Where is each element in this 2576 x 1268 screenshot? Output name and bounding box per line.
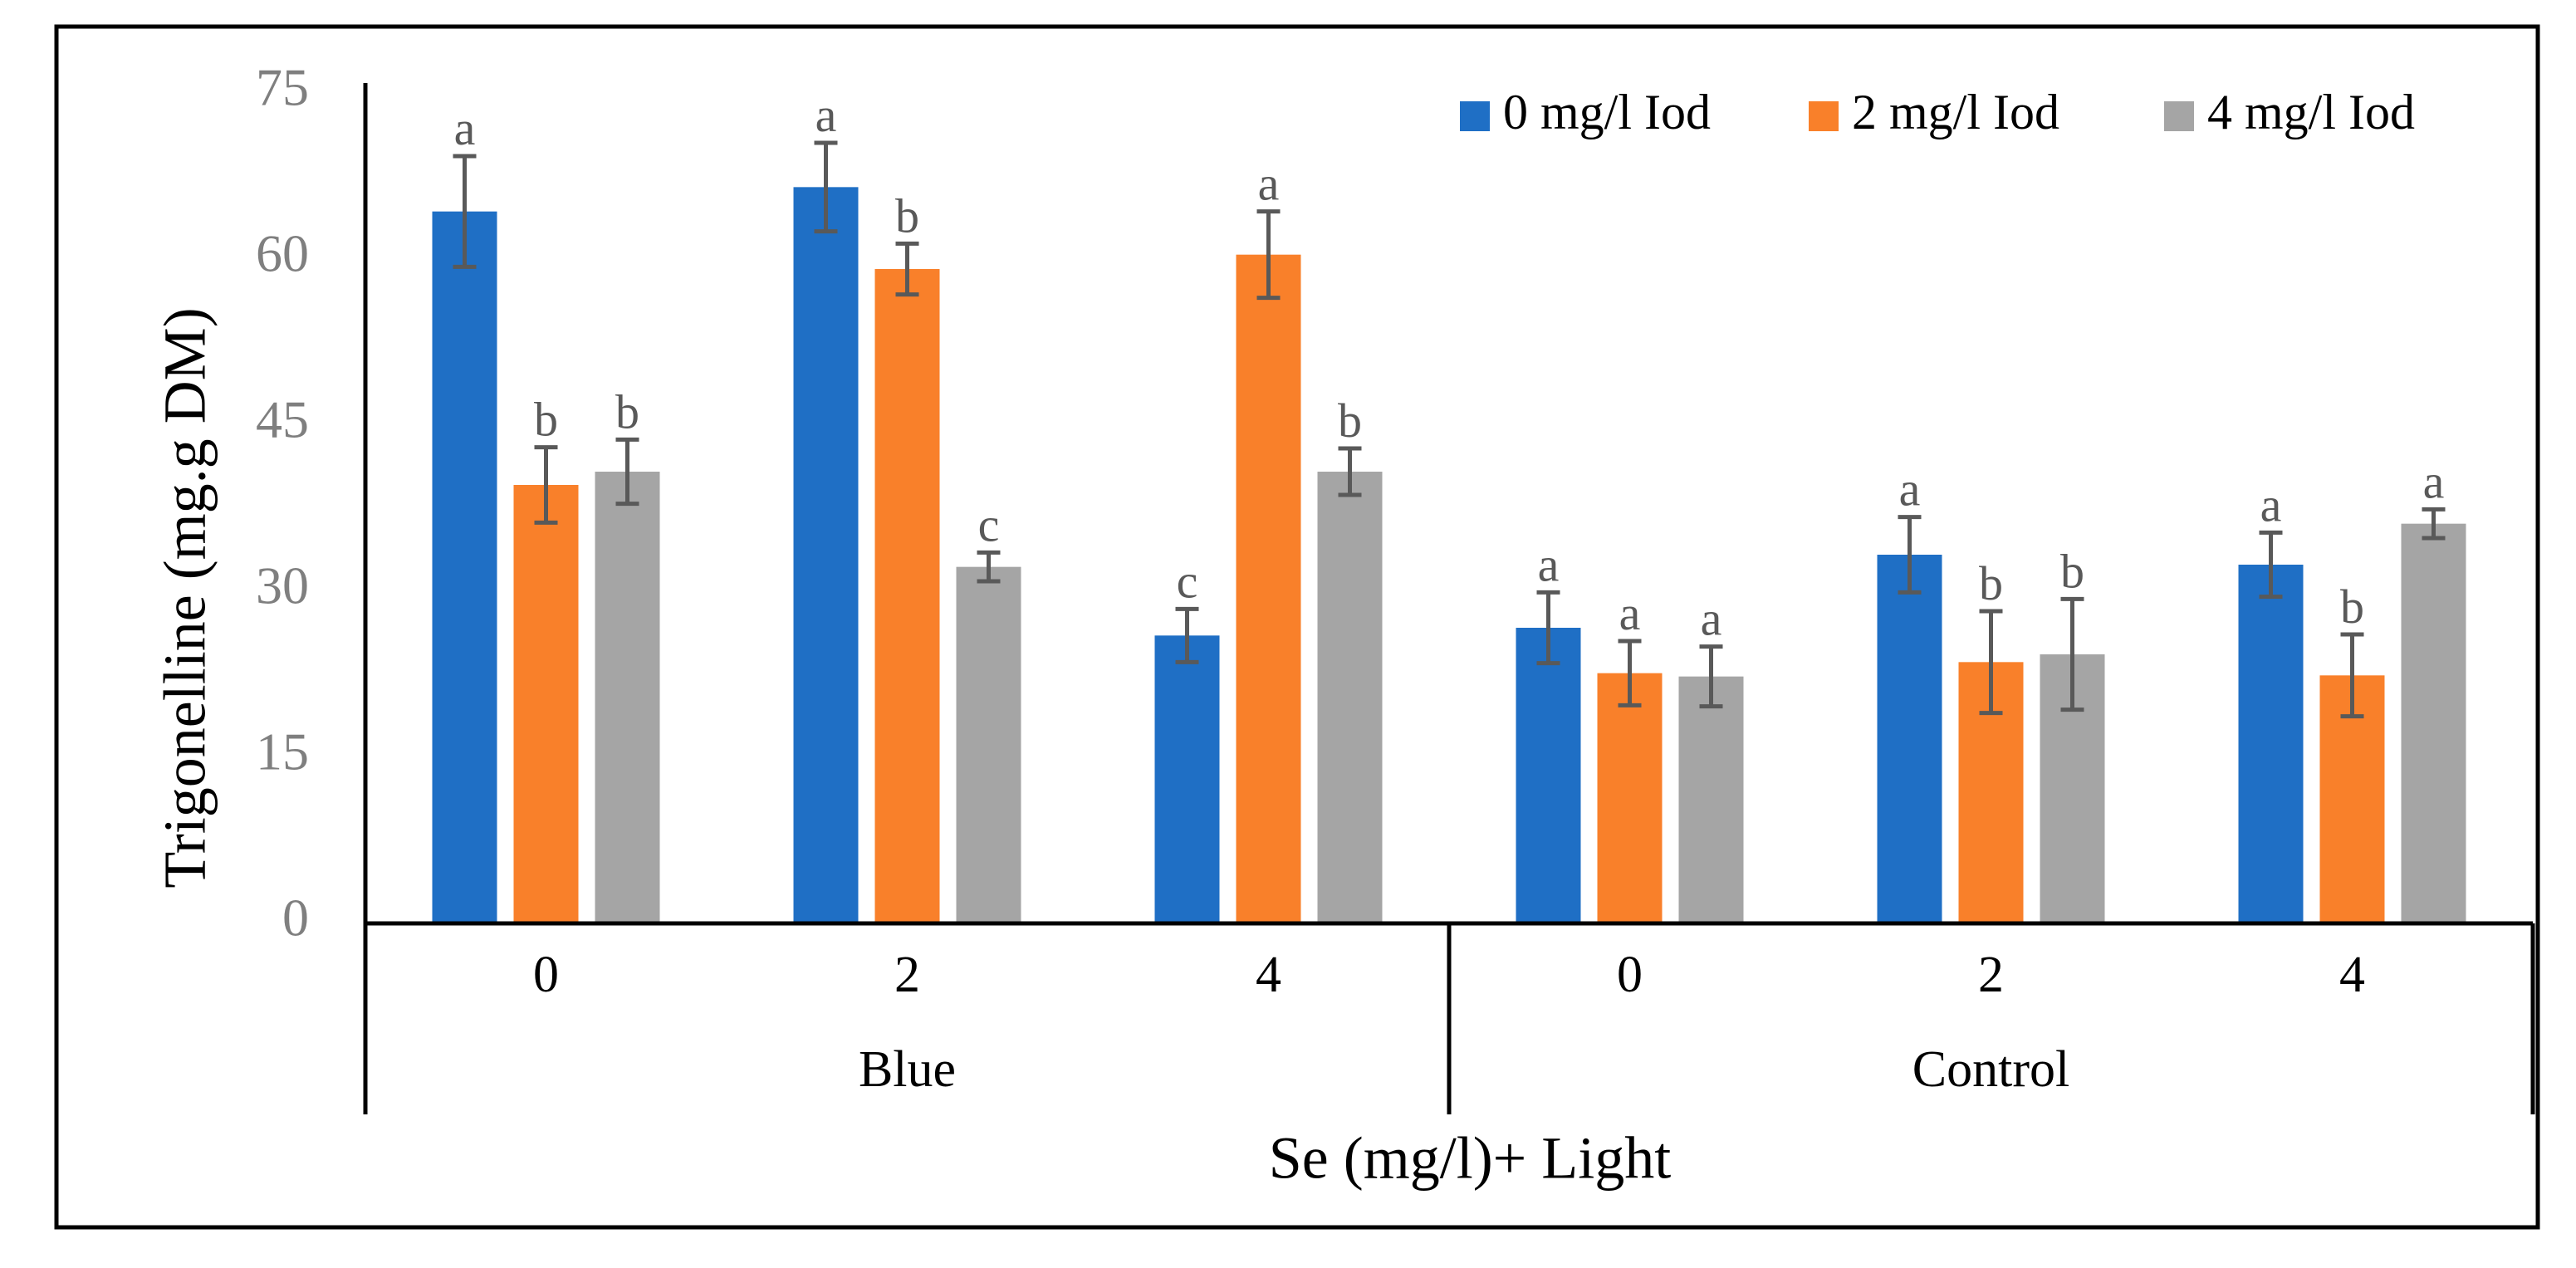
error-bar-series2-cat5	[2422, 507, 2446, 541]
significance-label-series2-cat0: b	[615, 384, 639, 438]
error-bar-series0-cat4	[1898, 515, 1922, 595]
significance-label-series1-cat3: a	[1619, 586, 1641, 640]
y-tick-label-4: 60	[256, 224, 309, 283]
significance-label-series0-cat0: a	[454, 101, 476, 155]
significance-label-series0-cat4: a	[1899, 463, 1921, 517]
bar-series1-cat0	[513, 485, 579, 923]
y-tick-label-1: 15	[256, 722, 309, 781]
significance-label-series2-cat1: c	[978, 497, 1000, 551]
bar-series1-cat1	[874, 269, 940, 923]
error-bar-series0-cat3	[1536, 590, 1560, 666]
bar-series2-cat0	[595, 472, 660, 923]
group-label-1: Control	[1912, 1041, 2069, 1098]
legend-item-1: 2 mg/l Iod	[1809, 85, 2059, 140]
error-bar-series1-cat0	[534, 445, 558, 525]
bar-series0-cat0	[432, 211, 497, 923]
error-bar-series1-cat1	[895, 241, 919, 297]
error-bar-series2-cat0	[615, 437, 639, 507]
x-tick-label-3: 0	[1617, 947, 1643, 1003]
bar-series0-cat1	[793, 187, 859, 924]
bar-series0-cat2	[1154, 635, 1220, 923]
error-bar-series0-cat1	[814, 140, 838, 234]
group-label-0: Blue	[859, 1041, 956, 1098]
legend-swatch-2	[2164, 101, 2194, 131]
bar-series0-cat3	[1516, 628, 1581, 923]
legend-label-2: 4 mg/l Iod	[2207, 85, 2415, 140]
error-bar-series0-cat2	[1175, 606, 1199, 664]
y-tick-label-5: 75	[256, 58, 309, 117]
legend-swatch-0	[1460, 101, 1490, 131]
y-axis-title: Trigonelline (mg.g DM)	[152, 307, 218, 888]
significance-label-series2-cat4: b	[2060, 544, 2084, 598]
error-bar-series1-cat5	[2340, 632, 2364, 719]
legend-swatch-1	[1809, 101, 1839, 131]
error-bar-series0-cat5	[2259, 530, 2283, 600]
x-tick-label-5: 4	[2339, 947, 2365, 1003]
significance-label-series2-cat2: b	[1338, 394, 1362, 448]
significance-label-series1-cat0: b	[534, 393, 558, 447]
significance-label-series0-cat3: a	[1538, 537, 1560, 591]
error-bar-series2-cat3	[1699, 644, 1723, 709]
significance-label-series0-cat2: c	[1177, 554, 1198, 608]
x-tick-label-4: 2	[1978, 947, 2004, 1003]
bar-series2-cat2	[1317, 472, 1383, 923]
error-bar-series0-cat0	[453, 154, 477, 269]
error-bar-series2-cat4	[2060, 596, 2084, 712]
legend-item-2: 4 mg/l Iod	[2164, 85, 2415, 140]
error-bar-series1-cat3	[1618, 639, 1642, 707]
significance-label-series1-cat4: b	[1979, 556, 2003, 610]
significance-label-series1-cat1: b	[895, 188, 919, 242]
error-bar-series2-cat1	[977, 550, 1001, 584]
legend-label-0: 0 mg/l Iod	[1503, 85, 1711, 140]
error-bar-series2-cat2	[1338, 446, 1362, 497]
significance-label-series1-cat5: b	[2340, 580, 2364, 634]
legend-item-0: 0 mg/l Iod	[1460, 85, 1711, 140]
bar-series2-cat1	[956, 566, 1021, 923]
y-tick-label-0: 0	[282, 889, 309, 947]
y-tick-label-3: 45	[256, 390, 309, 449]
bar-series2-cat5	[2401, 523, 2466, 923]
x-tick-label-1: 2	[894, 947, 920, 1003]
x-tick-label-0: 0	[533, 947, 559, 1003]
x-axis-title: Se (mg/l)+ Light	[1269, 1125, 1672, 1192]
significance-label-series2-cat3: a	[1701, 592, 1722, 646]
bar-series1-cat2	[1236, 254, 1301, 924]
significance-label-series0-cat5: a	[2260, 477, 2282, 531]
significance-label-series2-cat5: a	[2423, 454, 2445, 508]
error-bar-series1-cat2	[1256, 209, 1281, 301]
significance-label-series1-cat2: a	[1258, 157, 1280, 211]
bar-series0-cat4	[1877, 555, 1942, 923]
x-tick-label-2: 4	[1256, 947, 1281, 1003]
legend-label-1: 2 mg/l Iod	[1852, 85, 2059, 140]
bar-series2-cat3	[1678, 676, 1744, 923]
error-bar-series1-cat4	[1979, 609, 2003, 716]
bar-series1-cat3	[1597, 673, 1663, 923]
y-tick-label-2: 30	[256, 556, 309, 615]
bar-series0-cat5	[2238, 565, 2304, 923]
significance-label-series0-cat1: a	[815, 88, 837, 142]
